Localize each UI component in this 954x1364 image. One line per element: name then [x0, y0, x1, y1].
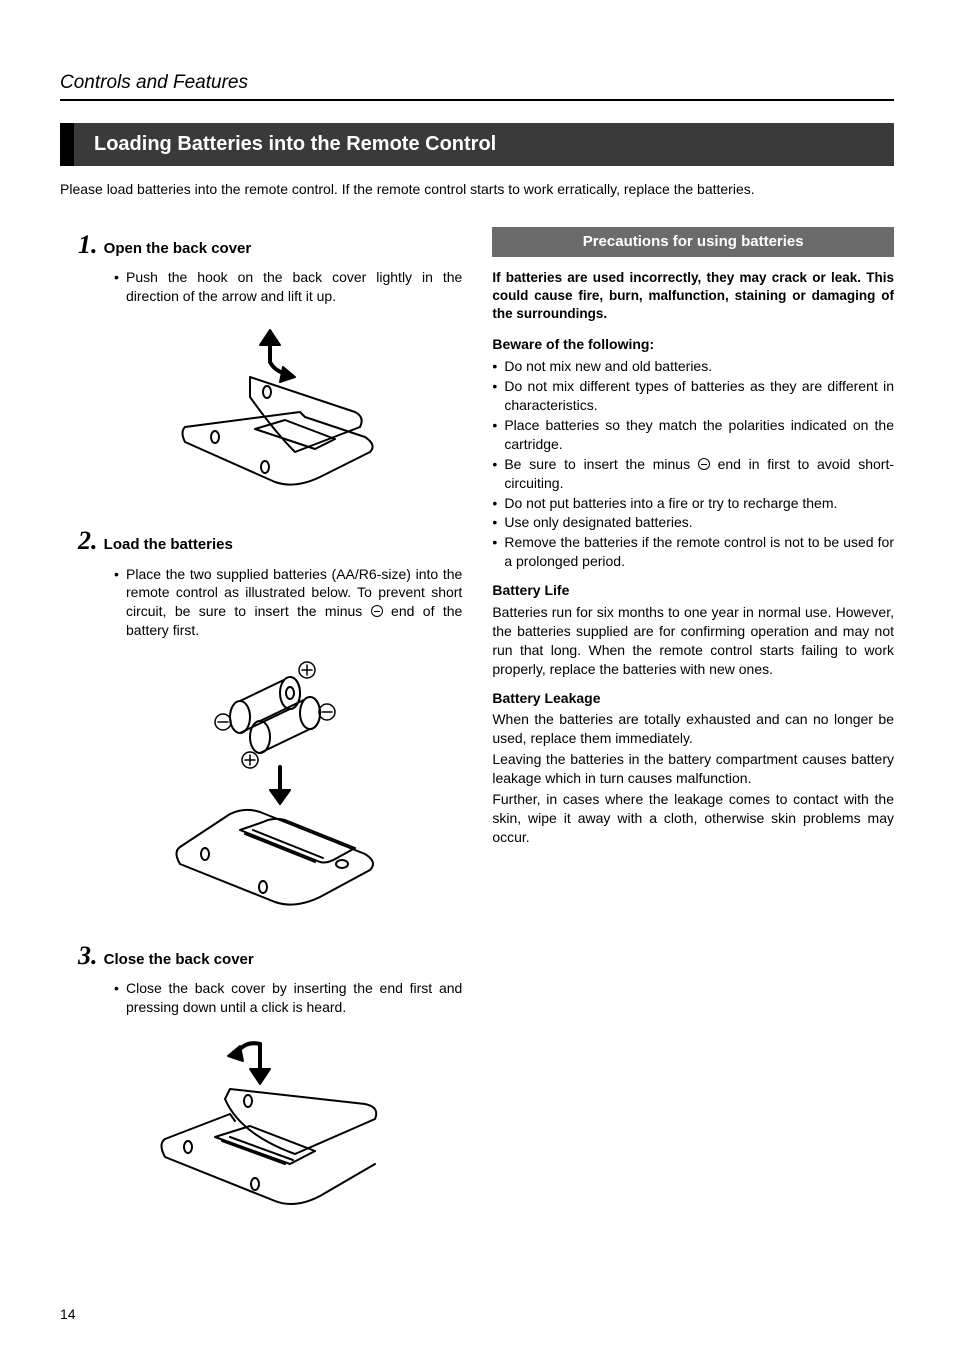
minus-icon	[371, 605, 383, 617]
step-3-head: 3. Close the back cover	[78, 938, 462, 973]
list-item: Place batteries so they match the polari…	[492, 416, 894, 454]
leak-p2: Leaving the batteries in the battery com…	[492, 750, 894, 788]
step-2-number: 2.	[78, 526, 98, 555]
step-1: 1. Open the back cover Push the hook on …	[78, 227, 462, 498]
battery-leakage-heading: Battery Leakage	[492, 689, 894, 708]
step-2-title: Load the batteries	[104, 536, 233, 553]
step-1-bullet: Push the hook on the back cover lightly …	[114, 268, 462, 306]
close-cover-illustration	[140, 1029, 400, 1219]
step-2: 2. Load the batteries Place the two supp…	[78, 523, 462, 912]
step-3-body: Close the back cover by inserting the en…	[78, 979, 462, 1017]
step-3: 3. Close the back cover Close the back c…	[78, 938, 462, 1219]
step-3-title: Close the back cover	[104, 951, 254, 968]
step-1-title: Open the back cover	[104, 240, 252, 257]
section-header: Controls and Features	[60, 70, 894, 101]
warning-text: If batteries are used incorrectly, they …	[492, 269, 894, 324]
list-item: Do not put batteries into a fire or try …	[492, 494, 894, 513]
content-columns: 1. Open the back cover Push the hook on …	[60, 227, 894, 1245]
list-item: Remove the batteries if the remote contr…	[492, 533, 894, 571]
open-cover-illustration	[155, 317, 385, 497]
step-2-bullet: Place the two supplied batteries (AA/R6-…	[114, 565, 462, 641]
precautions-heading: Precautions for using batteries	[492, 227, 894, 257]
step-2-body: Place the two supplied batteries (AA/R6-…	[78, 565, 462, 641]
step-3-number: 3.	[78, 941, 98, 970]
beware-list: Do not mix new and old batteries. Do not…	[492, 357, 894, 571]
load-batteries-illustration	[145, 652, 395, 912]
page-title: Loading Batteries into the Remote Contro…	[60, 123, 894, 166]
minus-icon	[698, 458, 710, 470]
step-1-body: Push the hook on the back cover lightly …	[78, 268, 462, 306]
right-column: Precautions for using batteries If batte…	[492, 227, 894, 1245]
step-3-bullet: Close the back cover by inserting the en…	[114, 979, 462, 1017]
leak-p3: Further, in cases where the leakage come…	[492, 790, 894, 847]
page-number: 14	[60, 1305, 894, 1324]
left-column: 1. Open the back cover Push the hook on …	[60, 227, 462, 1245]
step-2-head: 2. Load the batteries	[78, 523, 462, 558]
battery-life-text: Batteries run for six months to one year…	[492, 603, 894, 679]
list-item: Be sure to insert the minus end in first…	[492, 455, 894, 493]
leak-p1: When the batteries are totally exhausted…	[492, 710, 894, 748]
list-item: Use only designated batteries.	[492, 513, 894, 532]
list-item: Do not mix new and old batteries.	[492, 357, 894, 376]
step-1-head: 1. Open the back cover	[78, 227, 462, 262]
beware-heading: Beware of the following:	[492, 335, 894, 354]
battery-life-heading: Battery Life	[492, 581, 894, 600]
list-item: Do not mix different types of batteries …	[492, 377, 894, 415]
step-1-number: 1.	[78, 230, 98, 259]
intro-text: Please load batteries into the remote co…	[60, 180, 894, 199]
